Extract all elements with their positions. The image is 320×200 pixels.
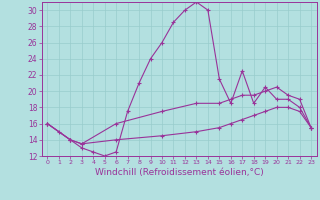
X-axis label: Windchill (Refroidissement éolien,°C): Windchill (Refroidissement éolien,°C): [95, 168, 264, 177]
